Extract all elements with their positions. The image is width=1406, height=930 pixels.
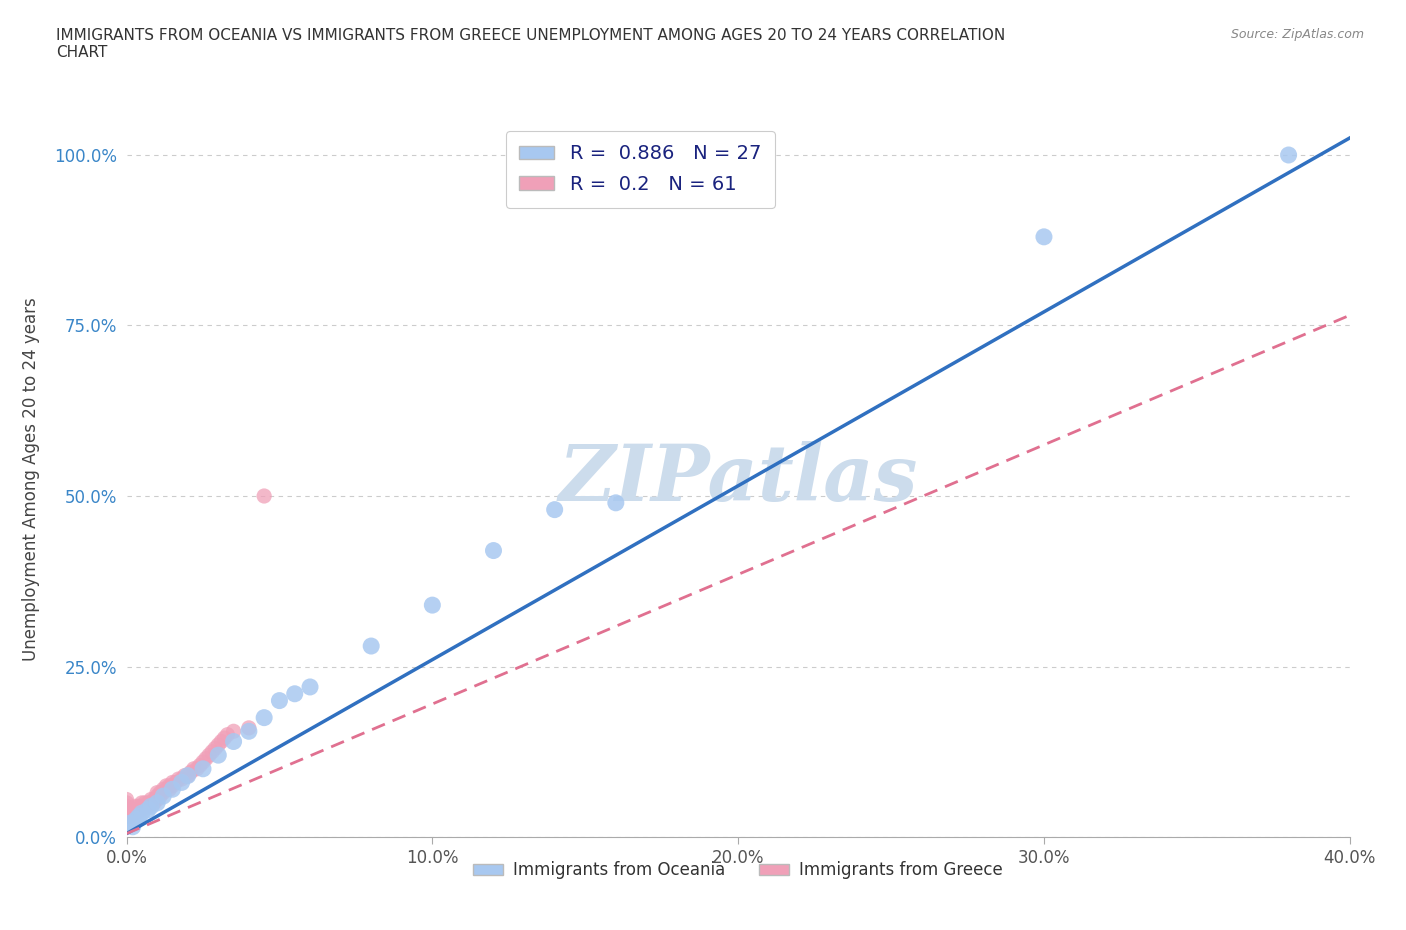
Point [543,502,565,517]
Point [128,799,150,814]
Point [238,721,260,736]
Point [146,785,169,800]
Point [222,724,245,738]
Text: ZIPatlas: ZIPatlas [558,441,918,517]
Point [422,598,444,613]
Point [191,762,214,777]
Point [253,711,276,725]
Point [201,744,224,759]
Point [157,778,180,793]
Point [170,775,193,790]
Point [118,805,141,820]
Point [146,789,169,804]
Point [1277,148,1299,163]
Point [299,680,322,695]
Point [121,805,143,820]
Legend: Immigrants from Oceania, Immigrants from Greece: Immigrants from Oceania, Immigrants from… [467,855,1010,886]
Point [136,799,159,814]
Point [238,724,260,738]
Point [128,809,150,824]
Point [195,751,218,766]
Point [152,785,174,800]
Point [149,789,172,804]
Point [121,803,143,817]
Y-axis label: Unemployment Among Ages 20 to 24 years: Unemployment Among Ages 20 to 24 years [22,297,39,661]
Point [165,775,187,790]
Point [605,496,627,511]
Point [269,693,291,708]
Point [115,792,138,807]
Point [115,809,138,824]
Point [207,748,229,763]
Point [360,639,382,654]
Point [214,731,236,746]
Point [139,799,162,814]
Point [118,816,141,830]
Point [157,782,180,797]
Point [482,543,505,558]
Point [118,809,141,824]
Text: Source: ZipAtlas.com: Source: ZipAtlas.com [1230,28,1364,41]
Point [155,778,177,793]
Point [183,762,205,777]
Point [128,803,150,817]
Point [131,799,153,814]
Point [146,792,169,807]
Point [186,762,208,777]
Point [115,795,138,810]
Point [167,772,190,787]
Point [131,795,153,810]
Point [125,799,148,814]
Point [155,782,177,797]
Point [121,819,143,834]
Point [162,775,184,790]
Point [134,799,156,814]
Point [180,764,202,779]
Point [115,805,138,820]
Point [162,782,184,797]
Point [146,795,169,810]
Point [198,748,221,763]
Point [177,768,200,783]
Point [115,799,138,814]
Point [170,772,193,787]
Text: IMMIGRANTS FROM OCEANIA VS IMMIGRANTS FROM GREECE UNEMPLOYMENT AMONG AGES 20 TO : IMMIGRANTS FROM OCEANIA VS IMMIGRANTS FR… [56,28,1005,60]
Point [118,803,141,817]
Point [125,805,148,820]
Point [143,795,166,810]
Point [136,795,159,810]
Point [209,734,232,749]
Point [177,768,200,783]
Point [125,813,148,828]
Point [188,758,211,773]
Point [162,778,184,793]
Point [152,782,174,797]
Point [149,785,172,800]
Point [139,795,162,810]
Point [131,803,153,817]
Point [222,734,245,749]
Point [152,789,174,804]
Point [217,727,239,742]
Point [173,768,195,783]
Point [134,795,156,810]
Point [125,803,148,817]
Point [139,792,162,807]
Point [191,754,214,769]
Point [204,741,226,756]
Point [115,803,138,817]
Point [136,803,159,817]
Point [253,488,276,503]
Point [284,686,307,701]
Point [131,805,153,820]
Point [207,737,229,752]
Point [143,792,166,807]
Point [1033,230,1056,245]
